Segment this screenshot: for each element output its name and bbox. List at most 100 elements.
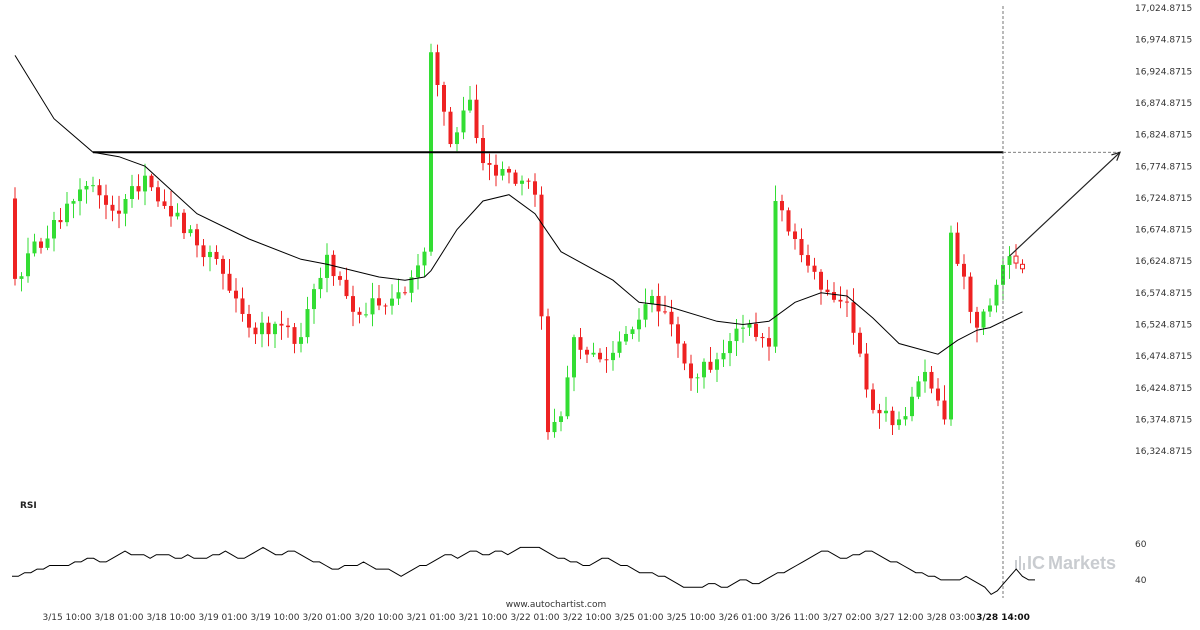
candle-body bbox=[169, 205, 173, 217]
candle-body bbox=[221, 258, 225, 274]
candle bbox=[546, 308, 550, 440]
candle bbox=[819, 269, 823, 305]
candle-body bbox=[559, 416, 563, 422]
candle-body bbox=[611, 352, 615, 361]
candle-body bbox=[656, 295, 661, 312]
candle bbox=[266, 316, 271, 347]
candle-body bbox=[695, 377, 700, 379]
candle bbox=[442, 81, 446, 126]
time-tick-label: 3/19 01:00 bbox=[198, 613, 247, 623]
candle-body bbox=[988, 305, 992, 312]
candle-body bbox=[110, 204, 115, 211]
price-tick-label: 16,974.8715 bbox=[1135, 36, 1192, 46]
candle bbox=[435, 44, 440, 97]
candle-body bbox=[669, 311, 674, 325]
rsi-tick-label: 60 bbox=[1135, 540, 1147, 550]
candle bbox=[994, 279, 999, 313]
candle bbox=[650, 289, 654, 313]
candle-body bbox=[526, 180, 531, 182]
candle-body bbox=[760, 336, 765, 339]
candle bbox=[936, 378, 940, 407]
candle bbox=[481, 124, 485, 171]
candle-body bbox=[767, 338, 771, 347]
candle-body bbox=[520, 180, 524, 184]
candle bbox=[617, 331, 622, 358]
candle bbox=[286, 317, 290, 338]
candle bbox=[383, 303, 388, 315]
candle bbox=[559, 411, 563, 432]
candle bbox=[897, 411, 901, 430]
candle-body bbox=[708, 361, 713, 370]
candle-body bbox=[1001, 264, 1005, 285]
price-tick-label: 16,674.8715 bbox=[1135, 226, 1192, 236]
candle-body bbox=[643, 304, 648, 320]
candle bbox=[214, 245, 219, 265]
candle-body bbox=[318, 277, 323, 290]
candle bbox=[825, 279, 830, 296]
candle-body bbox=[533, 181, 537, 195]
price-tick-label: 17,024.8715 bbox=[1135, 4, 1192, 14]
candle bbox=[247, 304, 251, 338]
candle-body bbox=[754, 323, 758, 337]
candle bbox=[221, 255, 225, 290]
candle bbox=[429, 43, 433, 256]
forecast-candle-body bbox=[1013, 255, 1019, 264]
candle-body bbox=[240, 298, 245, 314]
candle-body bbox=[234, 290, 238, 299]
candle bbox=[97, 179, 102, 209]
candle bbox=[123, 193, 128, 227]
candle bbox=[26, 237, 30, 283]
candle-body bbox=[273, 323, 277, 335]
candle bbox=[728, 332, 732, 367]
candle-body bbox=[793, 231, 797, 240]
candle-body bbox=[812, 265, 817, 272]
candle-body bbox=[539, 194, 544, 317]
candle bbox=[156, 180, 160, 207]
candle bbox=[845, 289, 849, 318]
candle-body bbox=[52, 220, 56, 239]
candle bbox=[117, 195, 121, 229]
candle-body bbox=[585, 349, 589, 355]
candle bbox=[65, 192, 69, 227]
candle-body bbox=[416, 265, 420, 278]
price-tick-label: 16,724.8715 bbox=[1135, 194, 1192, 204]
candle bbox=[533, 173, 537, 207]
candle-body bbox=[838, 299, 843, 302]
candle-body bbox=[448, 111, 453, 145]
candle bbox=[162, 189, 167, 209]
candle bbox=[455, 127, 459, 152]
candle-body bbox=[513, 172, 518, 184]
candle bbox=[104, 184, 108, 220]
candle bbox=[968, 272, 973, 324]
forecast-candle bbox=[1020, 259, 1025, 274]
candle-body bbox=[617, 341, 622, 353]
candle-body bbox=[84, 185, 89, 190]
candle-body bbox=[39, 241, 43, 248]
candle-body bbox=[806, 255, 810, 266]
candle-body bbox=[299, 337, 303, 344]
candle-body bbox=[936, 388, 940, 401]
candle-body bbox=[786, 210, 791, 232]
candle-body bbox=[825, 289, 830, 293]
forecast-candle bbox=[1013, 244, 1019, 269]
candle bbox=[19, 272, 24, 292]
time-tick-label: 3/18 10:00 bbox=[146, 613, 195, 623]
time-tick-label: 3/15 10:00 bbox=[42, 613, 91, 623]
price-tick-label: 16,524.8715 bbox=[1135, 321, 1192, 331]
price-tick-label: 16,824.8715 bbox=[1135, 131, 1192, 141]
candle-body bbox=[208, 251, 212, 258]
candle bbox=[305, 296, 310, 344]
candle-body bbox=[923, 371, 927, 382]
candle-body bbox=[572, 337, 576, 378]
candle bbox=[253, 322, 258, 344]
candle bbox=[585, 346, 589, 363]
candle-body bbox=[214, 251, 219, 259]
candle-body bbox=[260, 322, 264, 335]
candle bbox=[604, 346, 609, 373]
price-tick-label: 16,474.8715 bbox=[1135, 352, 1192, 362]
candle bbox=[734, 318, 739, 357]
candle bbox=[1007, 246, 1012, 279]
candle-body bbox=[773, 201, 778, 347]
candle bbox=[637, 308, 641, 342]
candle bbox=[331, 250, 336, 286]
